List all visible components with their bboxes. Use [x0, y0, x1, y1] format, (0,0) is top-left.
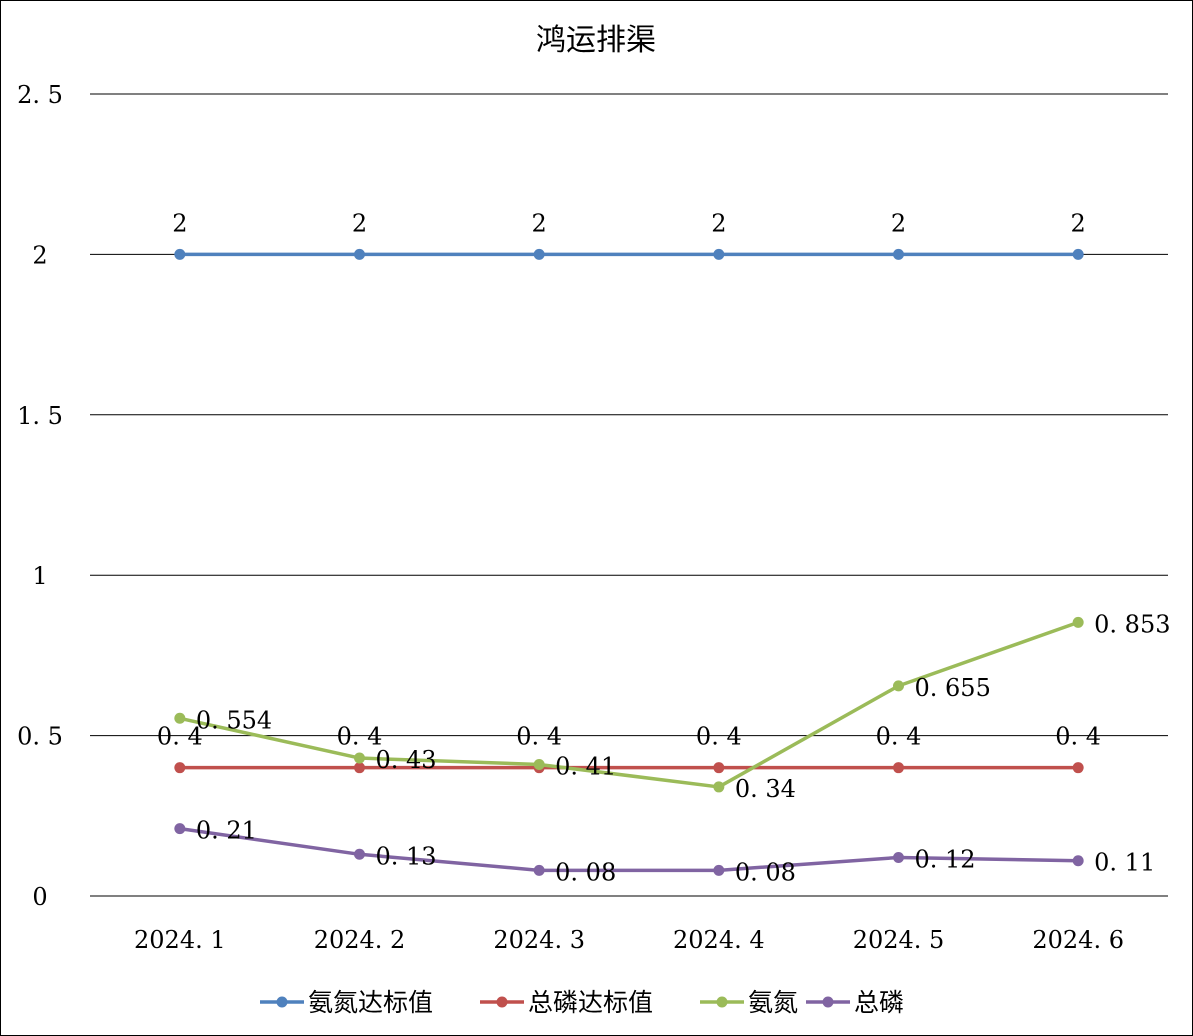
data-point: [533, 248, 545, 260]
data-point: [893, 248, 904, 260]
x-tick-label: 2024. 6: [1032, 926, 1124, 954]
x-axis: 2024. 1 2024. 2 2024. 3 2024. 4 2024. 5 2024.…: [134, 926, 1124, 954]
data-point: [174, 712, 186, 724]
data-point: [1072, 248, 1084, 260]
data-label: 2: [891, 209, 906, 237]
data-label: 0. 4: [876, 723, 922, 751]
x-tick-label: 2024. 2: [314, 926, 406, 954]
data-point: [354, 248, 365, 260]
data-label: 0. 41: [555, 752, 616, 780]
data-label: 2: [711, 209, 726, 237]
data-label: 0. 12: [915, 846, 976, 874]
data-label: 0. 4: [337, 723, 383, 751]
data-label: 0. 11: [1094, 849, 1155, 877]
data-point: [174, 762, 186, 774]
data-point: [713, 762, 725, 774]
data-label: 0. 4: [696, 723, 742, 751]
data-label: 0. 4: [1055, 723, 1101, 751]
data-label: 0. 4: [516, 723, 562, 751]
data-label: 0. 4: [157, 723, 203, 751]
legend-label: 总磷: [854, 988, 904, 1017]
legend: 氨氮达标值 总磷达标值 氨氮 总磷: [260, 988, 904, 1017]
y-tick-label: 2. 5: [17, 81, 63, 109]
y-tick-label: 0: [32, 883, 47, 911]
series-line: [179, 826, 1079, 873]
y-tick-label: 0. 5: [17, 723, 63, 751]
data-point: [174, 823, 186, 835]
data-point: [354, 848, 365, 860]
legend-marker: [716, 996, 728, 1008]
data-point: [533, 864, 545, 876]
legend-marker: [496, 996, 508, 1008]
y-tick-label: 1. 5: [17, 402, 63, 430]
data-point: [354, 752, 365, 764]
x-tick-label: 2024. 4: [673, 926, 765, 954]
data-label: 2: [172, 209, 187, 237]
data-label: 2: [1071, 209, 1086, 237]
data-point: [713, 781, 725, 793]
x-tick-label: 2024. 5: [853, 926, 945, 954]
data-point: [354, 762, 365, 774]
legend-label: 总磷达标值: [528, 988, 653, 1017]
legend-label: 氨氮: [748, 988, 798, 1017]
data-label: 0. 655: [915, 674, 991, 702]
data-label: 0. 34: [735, 775, 796, 803]
data-point: [1072, 855, 1084, 867]
data-point: [893, 762, 904, 774]
x-tick-label: 2024. 3: [493, 926, 585, 954]
data-point: [533, 758, 545, 770]
chart-title: 鸿运排渠: [536, 23, 656, 58]
data-point: [713, 864, 725, 876]
data-point: [174, 248, 186, 260]
data-point: [1072, 616, 1084, 628]
data-label: 0. 13: [376, 842, 437, 870]
data-label: 0. 08: [735, 858, 796, 886]
y-axis: 0 0. 5 1 1. 5 2 2. 5: [17, 81, 63, 911]
data-point: [893, 680, 904, 692]
y-tick-label: 2: [32, 241, 47, 269]
series-layer: [174, 248, 1084, 876]
data-label: 2: [532, 209, 547, 237]
x-tick-label: 2024. 1: [134, 926, 226, 954]
data-label: 0. 43: [376, 746, 437, 774]
legend-marker: [276, 996, 288, 1008]
series-line: [179, 620, 1079, 789]
data-point: [893, 852, 904, 864]
y-tick-label: 1: [32, 562, 47, 590]
data-label: 0. 08: [555, 858, 616, 886]
data-point: [1072, 762, 1084, 774]
legend-label: 氨氮达标值: [308, 988, 433, 1017]
data-point: [713, 248, 725, 260]
data-label: 0. 21: [196, 817, 257, 845]
data-label: 0. 554: [196, 706, 272, 734]
data-label: 0. 853: [1094, 610, 1170, 638]
legend-marker: [822, 996, 834, 1008]
data-label: 2: [352, 209, 367, 237]
